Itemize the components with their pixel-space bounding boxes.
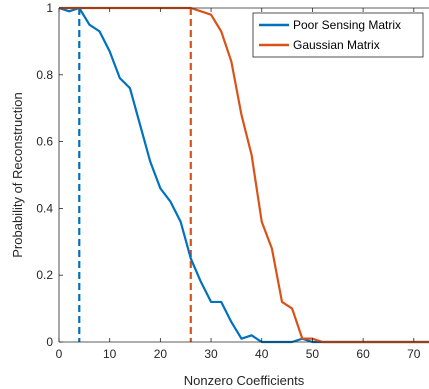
y-tick-label-5: 1 (46, 1, 53, 15)
plot-area (59, 8, 429, 342)
x-tick-label-0: 0 (56, 347, 63, 361)
legend-box (252, 12, 424, 58)
x-tick-label-7: 70 (407, 347, 421, 361)
x-axis-label: Nonzero Coefficients (184, 373, 305, 388)
legend-label-poor-sensing: Poor Sensing Matrix (293, 18, 401, 32)
x-tick-label-3: 30 (204, 347, 218, 361)
legend-label-gaussian: Gaussian Matrix (293, 38, 380, 52)
axes (58, 7, 429, 343)
y-tick-label-0: 0 (46, 335, 53, 349)
axis-ticks: 0 10 20 30 40 50 60 70 0 0.2 0.4 0.6 0.8 1 (36, 1, 420, 361)
x-tick-label-4: 40 (255, 347, 269, 361)
x-tick-label-1: 10 (103, 347, 117, 361)
x-tick-label-5: 50 (306, 347, 320, 361)
y-tick-label-2: 0.4 (36, 201, 53, 215)
threshold-lines (78, 8, 192, 342)
y-tick-label-3: 0.6 (36, 135, 53, 149)
x-tick-label-6: 60 (356, 347, 370, 361)
x-tick-label-2: 20 (154, 347, 168, 361)
y-tick-label-4: 0.8 (36, 68, 53, 82)
y-axis-label: Probability of Reconstruction (10, 92, 25, 257)
legend: Poor Sensing Matrix Gaussian Matrix (252, 12, 424, 58)
y-tick-label-1: 0.2 (36, 268, 53, 282)
